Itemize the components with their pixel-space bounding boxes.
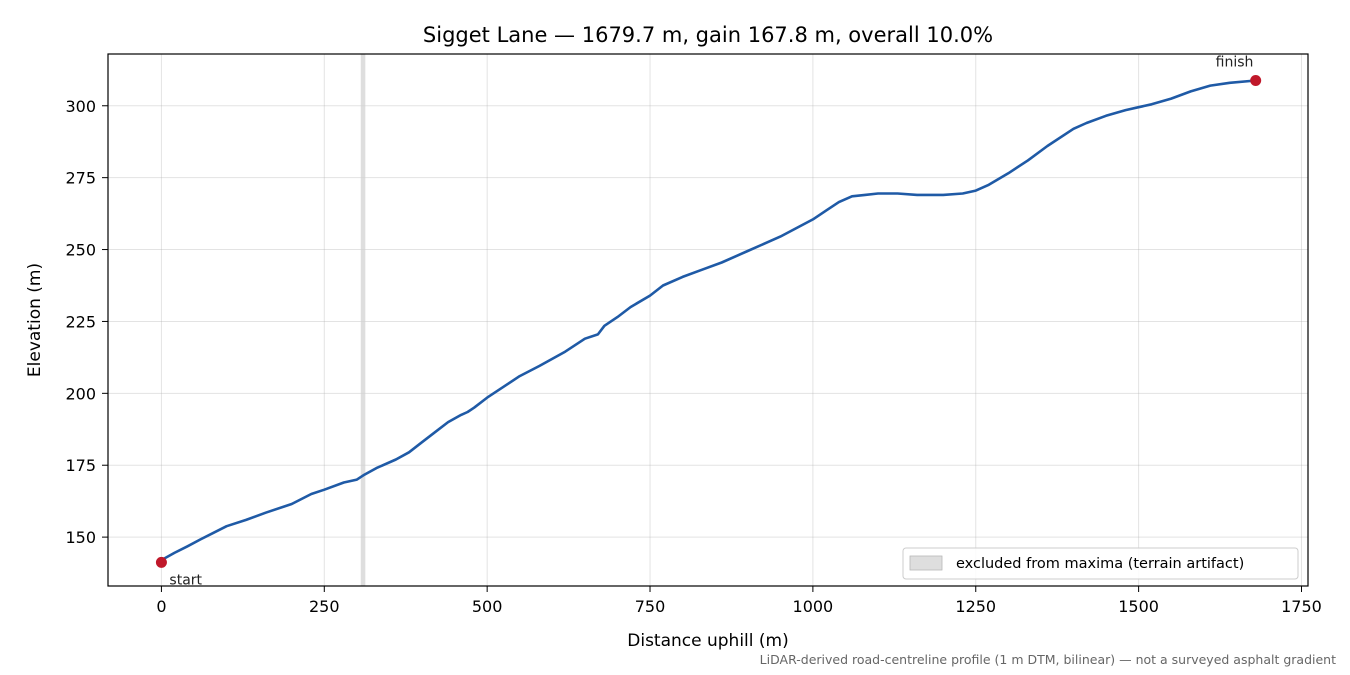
y-tick-label: 250 xyxy=(65,241,96,260)
series-layer xyxy=(160,79,1257,562)
marker-label-start: start xyxy=(169,572,202,588)
plot-frame xyxy=(107,53,1309,587)
footnote: LiDAR-derived road-centreline profile (1… xyxy=(760,652,1336,667)
y-tick-label: 175 xyxy=(65,456,96,475)
x-tick-label: 500 xyxy=(472,597,503,616)
marker-start xyxy=(155,556,167,568)
x-tick-label: 1000 xyxy=(793,597,834,616)
elevation-profile-line xyxy=(160,79,1257,562)
legend: excluded from maxima (terrain artifact) xyxy=(902,547,1299,580)
x-tick-label: 0 xyxy=(156,597,166,616)
markers-layer: start finish xyxy=(155,54,1262,588)
x-axis-label: Distance uphill (m) xyxy=(627,631,788,651)
excluded-band xyxy=(360,54,366,586)
excluded-band-rect xyxy=(360,54,366,586)
y-tick-label: 200 xyxy=(65,384,96,403)
x-tick-label: 1250 xyxy=(955,597,996,616)
y-tick-label: 300 xyxy=(65,97,96,116)
x-tick-label: 1750 xyxy=(1281,597,1322,616)
marker-finish xyxy=(1250,74,1262,86)
legend-swatch-excluded xyxy=(909,555,943,571)
legend-box xyxy=(902,547,1299,580)
marker-label-finish: finish xyxy=(1216,54,1254,70)
x-axis-ticks: 0 250 500 750 1000 1250 1500 1750 xyxy=(156,586,1322,616)
x-tick-label: 1500 xyxy=(1118,597,1159,616)
y-tick-label: 225 xyxy=(65,312,96,331)
y-tick-label: 275 xyxy=(65,169,96,188)
grid-lines xyxy=(108,54,1308,586)
x-tick-label: 750 xyxy=(635,597,666,616)
y-axis-ticks: 150 175 200 225 250 275 300 xyxy=(65,97,108,547)
legend-entry-excluded: excluded from maxima (terrain artifact) xyxy=(956,556,1244,572)
x-tick-label: 250 xyxy=(309,597,340,616)
y-axis-label: Elevation (m) xyxy=(25,263,45,377)
y-tick-label: 150 xyxy=(65,528,96,547)
chart-title: Sigget Lane — 1679.7 m, gain 167.8 m, ov… xyxy=(423,23,993,47)
